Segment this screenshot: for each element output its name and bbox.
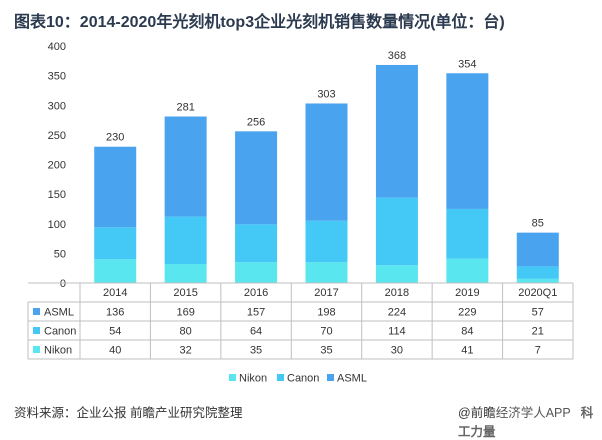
table-cell-asml-2018: 224 [388,307,406,319]
y-tick-label: 350 [48,71,66,83]
table-cell-asml-2019: 229 [458,307,476,319]
legend-label-asml: ASML [337,373,367,385]
table-swatch-nikon [33,346,40,353]
table-cell-nikon-2018: 30 [391,345,403,357]
table-cell-canon-2018: 114 [388,326,406,338]
total-label-2014: 230 [106,132,124,144]
total-label-2019: 354 [458,58,476,70]
table-cell-asml-2020q1: 57 [532,307,544,319]
total-label-2020q1: 85 [532,218,544,230]
bar-nikon-2019 [446,258,489,283]
chart-title: 图表10：2014-2020年光刻机top3企业光刻机销售数量情况(单位：台) [14,14,505,31]
table-cell-canon-2017: 70 [320,326,332,338]
table-row-label-nikon: Nikon [44,345,72,357]
table-cell-nikon-2016: 35 [250,345,262,357]
category-label-2016: 2016 [244,287,268,299]
bar-asml-2014 [94,146,137,228]
table-cell-asml-2014: 136 [106,307,124,319]
table-cell-nikon-2015: 32 [180,345,192,357]
table-cell-canon-2014: 54 [109,326,121,338]
table-cell-canon-2020q1: 21 [532,326,544,338]
y-tick-label: 100 [48,219,66,231]
y-tick-label: 50 [54,248,66,260]
table-row-label-canon: Canon [44,326,76,338]
total-label-2015: 281 [176,102,194,114]
table-cell-canon-2016: 64 [250,326,262,338]
bar-nikon-2020q1 [516,278,559,283]
bar-canon-2016 [235,224,278,263]
bar-nikon-2018 [375,265,418,283]
bar-canon-2019 [446,208,489,259]
table-cell-nikon-2019: 41 [461,345,473,357]
bar-canon-2015 [164,216,207,265]
category-label-2017: 2017 [314,287,338,299]
bar-asml-2020q1 [516,232,559,267]
bar-nikon-2014 [94,259,137,283]
table-swatch-asml [33,308,40,315]
legend-swatch-nikon [229,374,236,381]
table-cell-asml-2016: 157 [247,307,265,319]
source-note: 资料来源：企业公报 前瞻产业研究院整理 [14,406,243,420]
bar-canon-2020q1 [516,266,559,279]
total-label-2018: 368 [388,50,406,62]
y-tick-label: 200 [48,160,66,172]
table-cell-canon-2015: 80 [180,326,192,338]
category-label-2019: 2019 [455,287,479,299]
table-cell-nikon-2017: 35 [320,345,332,357]
table-cell-asml-2017: 198 [317,307,335,319]
bar-canon-2017 [305,220,348,263]
category-label-2014: 2014 [103,287,127,299]
legend-label-nikon: Nikon [239,373,267,385]
y-tick-label: 400 [48,41,66,53]
table-cell-nikon-2020q1: 7 [535,345,541,357]
credit: @前瞻经济学人APP 科工力量 [458,402,602,440]
y-tick-label: 0 [60,278,66,290]
bar-nikon-2016 [235,262,278,283]
category-label-2020q1: 2020Q1 [518,287,557,299]
category-label-2018: 2018 [385,287,409,299]
bar-asml-2017 [305,103,348,221]
bar-asml-2019 [446,73,489,209]
bar-canon-2018 [375,197,418,266]
bar-asml-2015 [164,116,207,217]
credit-separator: 经济学人APP [495,406,571,420]
y-tick-label: 250 [48,130,66,142]
legend-swatch-canon [277,374,284,381]
bar-nikon-2017 [305,262,348,283]
total-label-2017: 303 [317,88,335,100]
credit-handle: @前瞻 [458,406,496,420]
legend-swatch-asml [327,374,334,381]
legend-label-canon: Canon [287,373,319,385]
bar-canon-2014 [94,227,137,260]
table-cell-asml-2015: 169 [176,307,194,319]
bar-asml-2018 [375,64,418,198]
table-cell-nikon-2014: 40 [109,345,121,357]
bar-asml-2016 [235,131,278,225]
table-swatch-canon [33,327,40,334]
y-tick-label: 300 [48,100,66,112]
table-row-label-asml: ASML [44,307,74,319]
table-cell-canon-2019: 84 [461,326,473,338]
total-label-2016: 256 [247,116,265,128]
bar-nikon-2015 [164,264,207,283]
category-label-2015: 2015 [173,287,197,299]
y-tick-label: 150 [48,189,66,201]
